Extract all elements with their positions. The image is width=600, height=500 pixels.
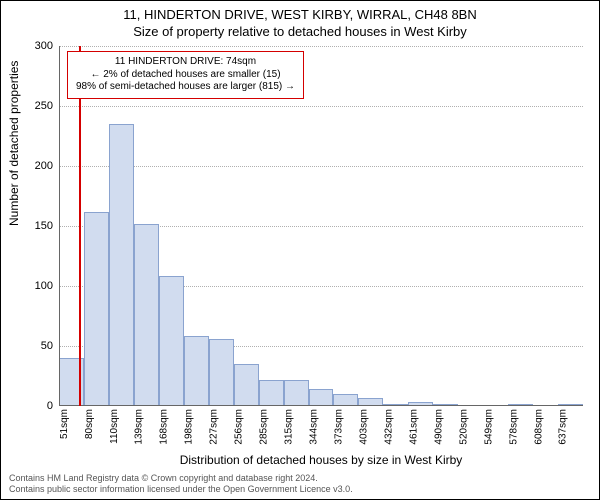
xtick-label: 256sqm [234, 409, 245, 445]
histogram-bar [209, 339, 234, 406]
annotation-box: 11 HINDERTON DRIVE: 74sqm ← 2% of detach… [67, 51, 304, 99]
footnote-line-1: Contains HM Land Registry data © Crown c… [9, 473, 591, 484]
y-ticks: 050100150200250300 [1, 46, 59, 406]
xtick-label: 490sqm [433, 409, 444, 445]
annotation-line-1: 11 HINDERTON DRIVE: 74sqm [76, 56, 295, 69]
title-sub: Size of property relative to detached ho… [1, 24, 599, 39]
annotation-line-3: 98% of semi-detached houses are larger (… [76, 81, 295, 94]
xtick-label: 608sqm [533, 409, 544, 445]
ytick-label: 100 [23, 280, 53, 292]
xtick-label: 51sqm [59, 409, 70, 439]
xtick-label: 520sqm [458, 409, 469, 445]
histogram-bar [84, 212, 109, 406]
xtick-label: 139sqm [134, 409, 145, 445]
histogram-bar [184, 336, 209, 406]
xtick-label: 432sqm [383, 409, 394, 445]
plot-area: 11 HINDERTON DRIVE: 74sqm ← 2% of detach… [59, 46, 583, 406]
title-main: 11, HINDERTON DRIVE, WEST KIRBY, WIRRAL,… [1, 7, 599, 22]
xtick-label: 344sqm [309, 409, 320, 445]
histogram-bar [234, 364, 259, 406]
xtick-label: 285sqm [259, 409, 270, 445]
ytick-label: 0 [23, 400, 53, 412]
x-axis-line [59, 405, 583, 406]
ytick-label: 150 [23, 220, 53, 232]
x-ticks: 51sqm 80sqm 110sqm 139sqm 168sqm 198sqm 227sqm… [59, 409, 583, 454]
bars-group [59, 46, 583, 406]
xtick-label: 578sqm [508, 409, 519, 445]
x-axis-label: Distribution of detached houses by size … [59, 453, 583, 467]
footnote-line-2: Contains public sector information licen… [9, 484, 591, 495]
y-axis-line [59, 46, 60, 406]
histogram-bar [159, 276, 184, 406]
footnote: Contains HM Land Registry data © Crown c… [9, 473, 591, 495]
histogram-bar [284, 380, 309, 406]
histogram-bar [109, 124, 134, 406]
xtick-label: 80sqm [84, 409, 95, 439]
xtick-label: 315sqm [284, 409, 295, 445]
xtick-label: 198sqm [184, 409, 195, 445]
xtick-label: 637sqm [558, 409, 569, 445]
xtick-label: 549sqm [483, 409, 494, 445]
histogram-bar [309, 389, 334, 406]
titles-block: 11, HINDERTON DRIVE, WEST KIRBY, WIRRAL,… [1, 7, 599, 39]
chart-container: 11, HINDERTON DRIVE, WEST KIRBY, WIRRAL,… [0, 0, 600, 500]
reference-vline [79, 46, 81, 406]
xtick-label: 168sqm [159, 409, 170, 445]
xtick-label: 403sqm [358, 409, 369, 445]
xtick-label: 373sqm [333, 409, 344, 445]
ytick-label: 50 [23, 340, 53, 352]
xtick-label: 227sqm [209, 409, 220, 445]
xtick-label: 461sqm [408, 409, 419, 445]
annotation-line-2: ← 2% of detached houses are smaller (15) [76, 69, 295, 82]
ytick-label: 300 [23, 40, 53, 52]
histogram-bar [259, 380, 284, 406]
histogram-bar [134, 224, 159, 406]
ytick-label: 250 [23, 100, 53, 112]
xtick-label: 110sqm [109, 409, 120, 444]
ytick-label: 200 [23, 160, 53, 172]
